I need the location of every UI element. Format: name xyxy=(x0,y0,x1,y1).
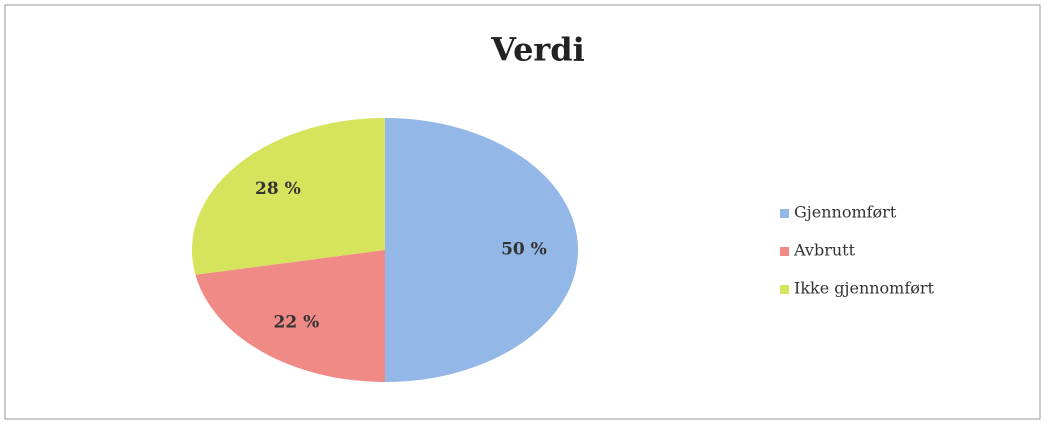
data-label: 22 % xyxy=(274,313,320,333)
pie-slice xyxy=(195,250,385,382)
pie-slice xyxy=(192,118,385,275)
legend-swatch xyxy=(780,285,789,294)
chart-title: Verdi xyxy=(490,31,585,69)
pie-slice xyxy=(385,118,578,382)
legend-label: Avbrutt xyxy=(793,241,856,260)
legend-label: Gjennomført xyxy=(794,203,897,222)
data-label: 50 % xyxy=(501,240,547,260)
legend-swatch xyxy=(780,209,789,218)
legend-swatch xyxy=(780,247,789,256)
legend-label: Ikke gjennomført xyxy=(794,279,935,298)
data-label: 28 % xyxy=(255,179,301,199)
